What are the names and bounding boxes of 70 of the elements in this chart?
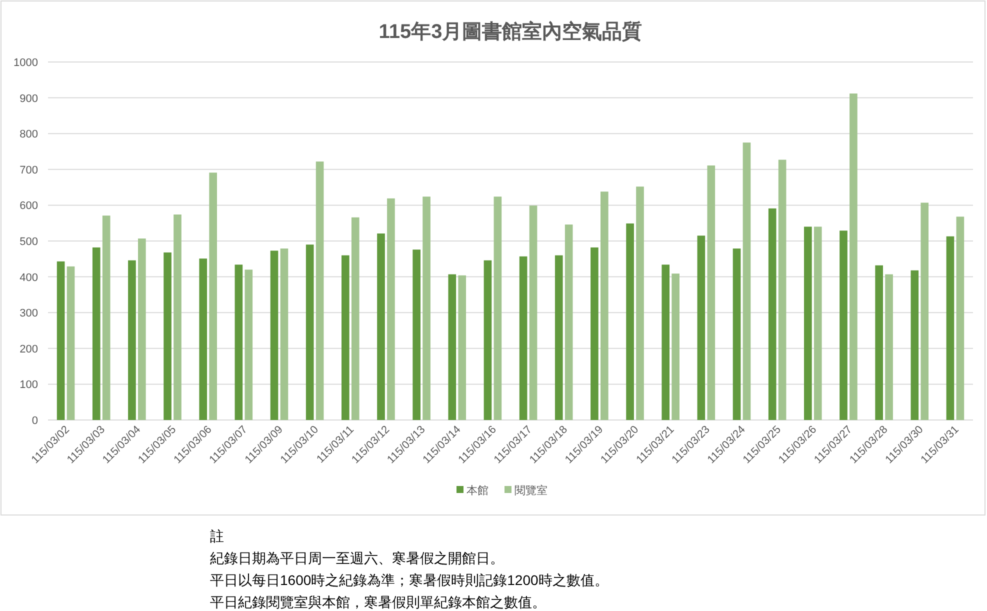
text: 平日以每日1600時之紀錄為準；寒暑假時則記錄1200時之數值。 <box>210 572 608 588</box>
bar <box>875 265 883 420</box>
y-tick-label: 600 <box>20 200 38 212</box>
bar <box>662 264 670 420</box>
bar <box>554 255 563 420</box>
y-tick-label: 400 <box>20 272 38 284</box>
bar <box>732 248 741 420</box>
text: 平日紀錄閱覽室與本館，寒暑假則單紀錄本館之數值。 <box>210 594 546 610</box>
bar <box>422 196 430 420</box>
bar <box>590 247 598 420</box>
legend-label: 閱覽室 <box>514 484 548 497</box>
bar <box>804 226 812 420</box>
bar <box>102 216 110 420</box>
bar <box>138 238 146 420</box>
bar <box>885 274 893 420</box>
bar <box>529 206 538 420</box>
bar <box>946 236 954 420</box>
bar <box>174 214 182 420</box>
y-tick-label: 500 <box>20 236 38 248</box>
y-tick-label: 100 <box>20 379 38 392</box>
bar <box>66 266 75 420</box>
bar <box>387 198 395 420</box>
bar <box>448 274 456 420</box>
bar <box>672 274 680 420</box>
bar <box>707 165 716 420</box>
bar <box>636 186 644 420</box>
bar <box>814 226 822 420</box>
bar <box>316 162 324 420</box>
y-tick-label: 1000 <box>14 57 38 69</box>
bar <box>697 236 706 420</box>
bar <box>128 260 136 420</box>
bar <box>234 264 243 420</box>
bar <box>458 275 466 420</box>
bar <box>850 94 858 420</box>
bar <box>56 261 65 420</box>
bar <box>840 230 848 420</box>
bar <box>564 224 573 420</box>
bar <box>342 255 350 420</box>
bar <box>412 250 420 420</box>
bar <box>92 247 100 420</box>
bar <box>494 196 502 420</box>
bar <box>377 233 385 420</box>
bar <box>199 258 208 420</box>
y-tick-label: 300 <box>20 308 38 320</box>
bar <box>910 270 919 420</box>
y-tick-label: 700 <box>20 164 38 176</box>
y-tick-label: 0 <box>32 415 38 427</box>
bar <box>778 160 786 420</box>
bar <box>209 172 217 420</box>
bar <box>920 202 929 420</box>
y-tick-label: 800 <box>20 128 38 141</box>
text: 註 <box>210 528 224 544</box>
bar <box>768 208 776 420</box>
bar <box>280 248 288 420</box>
bar <box>956 216 964 420</box>
bar <box>484 260 492 420</box>
y-tick-label: 900 <box>20 92 38 105</box>
bar <box>244 270 253 420</box>
bar <box>626 223 634 420</box>
chart-title: 115年3月圖書館室內空氣品質 <box>378 20 642 43</box>
legend-label: 本館 <box>466 484 488 497</box>
text: 紀錄日期為平日周一至週六、寒暑假之開館日。 <box>210 550 504 566</box>
bar <box>351 217 360 420</box>
bar <box>600 192 608 420</box>
bar <box>519 256 528 420</box>
y-tick-label: 200 <box>20 343 38 356</box>
bar <box>742 142 751 420</box>
bar <box>270 250 278 420</box>
bar <box>164 252 172 420</box>
bar <box>306 244 314 420</box>
